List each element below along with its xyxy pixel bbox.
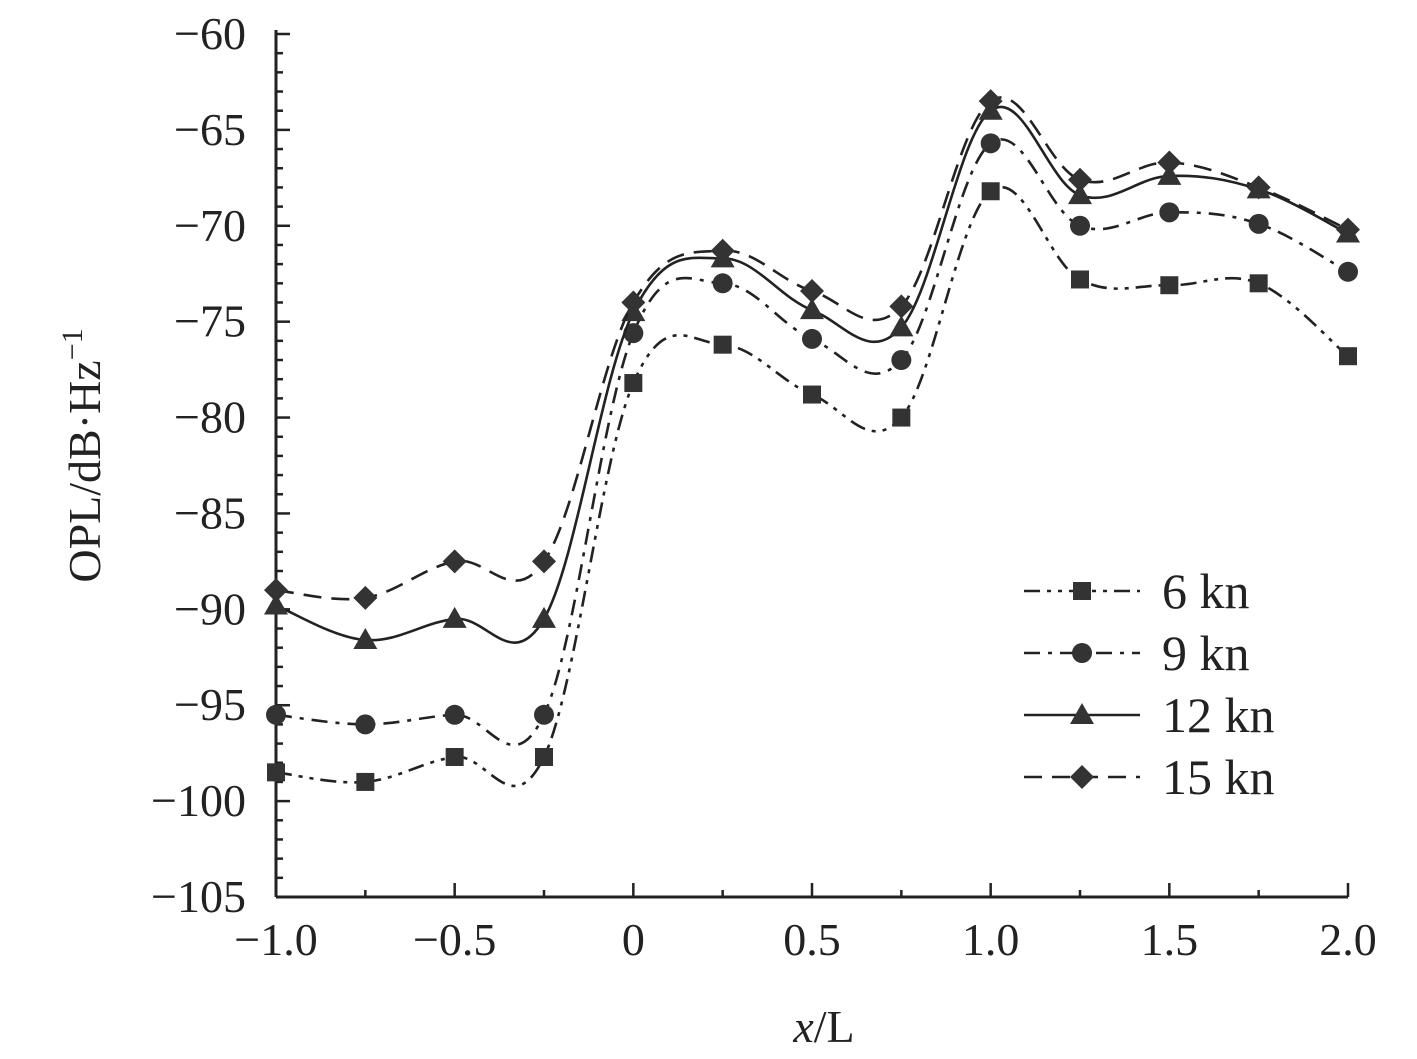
data-point-square <box>535 748 553 767</box>
y-tick-label: −95 <box>174 679 246 730</box>
data-point-diamond <box>621 290 646 315</box>
x-tick-label: −1.0 <box>234 914 317 965</box>
data-point-circle <box>1248 213 1269 234</box>
data-point-diamond <box>532 549 556 574</box>
data-point-circle <box>1159 202 1180 223</box>
y-tick-label: −75 <box>174 296 246 347</box>
data-point-square <box>981 182 1000 201</box>
x-tick-label: 0.5 <box>783 914 841 965</box>
data-point-circle <box>266 704 286 725</box>
data-point-circle <box>623 323 644 344</box>
y-axis-title-superscript: −1 <box>56 328 89 360</box>
data-point-circle <box>355 714 376 735</box>
y-axis-ticks: −60 −65 −70 −75 −80 −85 −90 −95 −100 −105 <box>151 8 290 922</box>
data-point-diamond <box>1336 217 1360 242</box>
data-point-diamond <box>442 549 467 574</box>
legend-marker-circle <box>1072 643 1092 663</box>
data-point-circle <box>712 273 733 294</box>
x-axis-title-italic: x <box>792 1001 814 1052</box>
data-point-square <box>713 335 732 354</box>
y-tick-label: −100 <box>151 775 246 826</box>
data-point-square <box>803 385 821 404</box>
legend-label: 9 kn <box>1162 625 1250 681</box>
data-point-square <box>892 408 911 427</box>
legend-label: 6 kn <box>1162 563 1250 619</box>
data-point-square <box>1071 270 1089 289</box>
data-point-square <box>624 374 643 393</box>
data-point-square <box>1339 347 1357 366</box>
data-point-triangle <box>889 315 914 337</box>
series-line <box>275 186 1349 788</box>
series-circle <box>266 133 1358 747</box>
data-point-square <box>1160 276 1179 295</box>
y-tick-label: −70 <box>174 200 246 251</box>
data-point-diamond <box>1246 175 1271 200</box>
data-point-circle <box>444 704 465 725</box>
data-point-triangle <box>532 606 556 628</box>
data-point-circle <box>534 704 554 725</box>
data-point-diamond <box>353 585 378 610</box>
x-tick-label: 1.0 <box>962 914 1020 965</box>
x-axis-title: x/L <box>792 1001 854 1052</box>
data-point-triangle <box>1068 183 1092 205</box>
y-tick-label: −85 <box>174 487 246 538</box>
data-point-diamond <box>264 578 288 603</box>
data-point-circle <box>1338 261 1358 282</box>
data-point-circle <box>1070 215 1090 236</box>
data-point-diamond <box>800 278 824 303</box>
y-tick-label: −60 <box>174 8 246 59</box>
legend-label: 15 kn <box>1162 749 1275 805</box>
legend-marker-square <box>1073 582 1091 600</box>
data-point-triangle <box>442 606 467 628</box>
data-point-triangle <box>353 628 378 650</box>
series-line <box>275 138 1349 747</box>
series-square <box>267 182 1357 791</box>
data-point-triangle <box>264 593 288 615</box>
x-axis-title-rest: /L <box>814 1001 855 1052</box>
series-diamond <box>264 89 1360 610</box>
data-point-circle <box>891 350 912 371</box>
legend: 6 kn 9 kn 12 kn 15 kn <box>1024 563 1275 805</box>
legend-marker-triangle <box>1070 703 1094 724</box>
legend-label: 12 kn <box>1162 687 1275 743</box>
data-point-square <box>356 772 375 791</box>
y-tick-label: −80 <box>174 392 246 443</box>
data-point-diamond <box>978 89 1003 114</box>
data-point-diamond <box>889 294 914 319</box>
data-point-diamond <box>1157 150 1182 175</box>
data-point-square <box>267 763 285 782</box>
y-tick-label: −105 <box>151 871 246 922</box>
x-tick-label: −0.5 <box>413 914 496 965</box>
x-tick-label: 2.0 <box>1319 914 1377 965</box>
x-tick-label: 1.5 <box>1141 914 1199 965</box>
data-point-diamond <box>710 238 735 263</box>
series-group <box>264 89 1360 791</box>
data-point-square <box>445 748 464 767</box>
data-point-circle <box>802 328 822 349</box>
data-point-triangle <box>800 298 824 320</box>
x-axis-ticks: −1.0 −0.5 0 0.5 1.0 1.5 2.0 <box>234 883 1377 965</box>
y-tick-label: −90 <box>174 583 246 634</box>
data-point-square <box>1249 274 1268 293</box>
data-point-diamond <box>1068 167 1092 192</box>
x-tick-label: 0 <box>622 914 645 965</box>
y-tick-label: −65 <box>174 104 246 155</box>
legend-marker-diamond <box>1070 765 1094 789</box>
y-axis-title-main: OPL/dB·Hz <box>59 360 110 582</box>
data-point-circle <box>980 133 1001 154</box>
y-axis-title: OPL/dB·Hz−1 <box>56 328 110 582</box>
